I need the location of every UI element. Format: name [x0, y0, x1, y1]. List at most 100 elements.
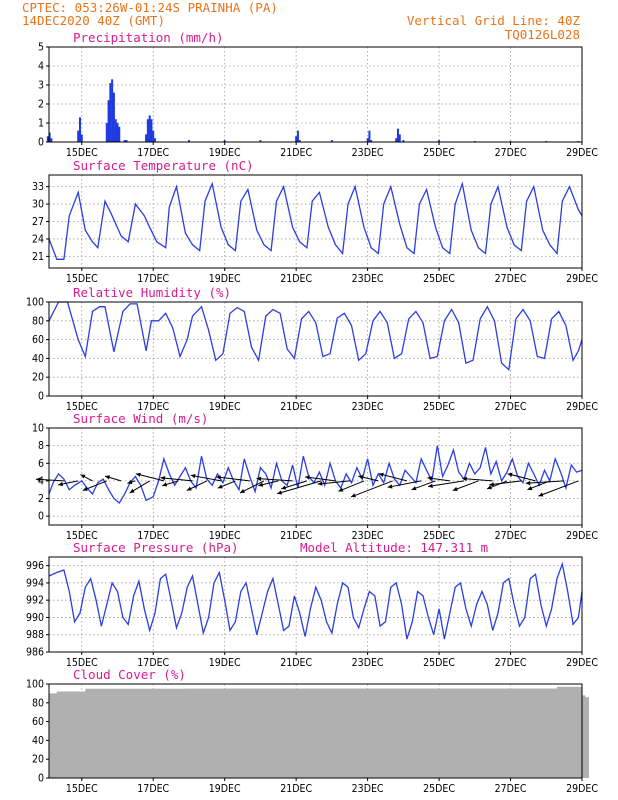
- rh-xtick-label: 21DEC: [280, 401, 312, 413]
- precip-bar: [259, 140, 262, 142]
- pressure-xtick-label: 27DEC: [495, 657, 527, 669]
- precip-xtick-label: 27DEC: [495, 147, 527, 159]
- wind-vector-head: [305, 475, 310, 480]
- wind-vector-head: [162, 482, 168, 487]
- pressure-ytick-label: 988: [26, 629, 44, 641]
- precip-bar: [148, 115, 151, 142]
- wind-vector-head: [487, 485, 492, 490]
- precip-bar: [78, 117, 81, 142]
- wind-ytick-label: 8: [38, 440, 44, 452]
- wind-vector-head: [351, 493, 356, 498]
- cloud-frame: [48, 683, 583, 779]
- wind-vector: [160, 477, 193, 482]
- precip-bar: [80, 134, 83, 142]
- precip-ytick-label: 1: [38, 118, 44, 130]
- wind-xtick-label: 27DEC: [495, 530, 527, 542]
- cloud-xtick-label: 15DEC: [66, 783, 98, 795]
- precip-bar: [295, 136, 298, 142]
- wind-vector-head: [525, 480, 531, 486]
- rh-ytick-label: 100: [26, 297, 44, 309]
- precip-bar: [105, 123, 108, 142]
- wind-vector-head: [317, 481, 323, 486]
- precip-bar: [123, 140, 126, 142]
- temp-xtick-label: 29DEC: [566, 273, 598, 285]
- pressure-line: [48, 561, 583, 640]
- precip-bar: [298, 140, 301, 142]
- pressure-xtick-label: 25DEC: [423, 657, 455, 669]
- cloud-xtick-label: 29DEC: [566, 783, 598, 795]
- pressure-xtick-label: 23DEC: [352, 657, 384, 669]
- rh-ytick-label: 20: [32, 372, 44, 384]
- wind-vector: [538, 480, 579, 497]
- wind-vector-head: [80, 474, 86, 479]
- rh-ytick-label: 0: [38, 391, 44, 403]
- temp-title: Surface Temperature (nC): [73, 158, 254, 173]
- wind-panel: Surface Wind (m/s) 0 2 4 6 8 10 15DEC 17DEC 19DEC…: [32, 411, 598, 542]
- precip-ytick-label: 5: [38, 42, 44, 54]
- cloud-xtick-label: 23DEC: [352, 783, 384, 795]
- rh-xtick-label: 25DEC: [423, 401, 455, 413]
- precip-bar: [152, 130, 155, 142]
- wind-title: Surface Wind (m/s): [73, 411, 208, 426]
- wind-vector: [507, 473, 536, 482]
- precip-bar: [46, 136, 49, 142]
- precip-ytick-label: 2: [38, 99, 44, 111]
- wind-vector: [378, 473, 408, 482]
- wind-vector: [489, 480, 522, 486]
- precip-xtick-label: 19DEC: [209, 147, 241, 159]
- rh-xtick-label: 29DEC: [566, 401, 598, 413]
- precip-bar: [402, 140, 405, 142]
- precip-ytick-label: 3: [38, 80, 44, 92]
- wind-vector: [525, 480, 565, 484]
- rh-title: Relative Humidity (%): [73, 285, 231, 300]
- pressure-ytick-label: 992: [26, 595, 44, 607]
- wind-vector: [350, 480, 393, 498]
- rh-line: [48, 301, 583, 372]
- run-date: 14DEC2020 40Z (GMT): [22, 13, 165, 28]
- temp-xtick-label: 19DEC: [209, 273, 241, 285]
- temp-grid: [49, 175, 583, 268]
- temp-ytick-label: 30: [32, 199, 44, 211]
- precip-xtick-label: 29DEC: [566, 147, 598, 159]
- wind-vectors: [35, 472, 579, 498]
- cloud-xtick-label: 21DEC: [280, 783, 312, 795]
- temp-xtick-label: 27DEC: [495, 273, 527, 285]
- precip-bar: [398, 134, 401, 142]
- wind-vector-head: [186, 486, 192, 491]
- wind-vector-head: [428, 483, 433, 488]
- wind-vector-head: [217, 484, 223, 489]
- precip-title: Precipitation (mm/h): [73, 30, 224, 45]
- precip-data: [46, 79, 580, 142]
- pressure-panel: Surface Pressure (hPa) Model Altitude: 14…: [26, 540, 598, 669]
- header: CPTEC: 053:26W-01:24S PRAINHA (PA) 14DEC…: [22, 0, 580, 42]
- rh-ytick-label: 80: [32, 315, 44, 327]
- wind-vector-head: [256, 476, 262, 481]
- wind-ytick-label: 0: [38, 511, 44, 523]
- wind-vector-head: [338, 487, 344, 492]
- rh-xtick-label: 27DEC: [495, 401, 527, 413]
- rh-frame: [48, 301, 583, 397]
- wind-vector-head: [538, 492, 544, 497]
- wind-vector-head: [82, 486, 88, 491]
- precip-bar: [109, 83, 112, 142]
- wind-vector-head: [507, 472, 513, 477]
- rh-xtick-label: 23DEC: [352, 401, 384, 413]
- precip-bar: [396, 128, 399, 142]
- wind-xtick-label: 23DEC: [352, 530, 384, 542]
- wind-vector-head: [452, 486, 458, 491]
- wind-ytick-label: 2: [38, 493, 44, 505]
- cloud-ytick-label: 100: [26, 679, 44, 691]
- temp-xtick-label: 17DEC: [137, 273, 169, 285]
- wind-vector-head: [527, 486, 533, 491]
- model-run-id: TQ0126L028: [505, 27, 580, 42]
- cloud-xtick-label: 19DEC: [209, 783, 241, 795]
- cloud-xtick-label: 17DEC: [137, 783, 169, 795]
- precip-xtick-label: 21DEC: [280, 147, 312, 159]
- wind-vector: [216, 476, 250, 482]
- cloud-ytick-label: 20: [32, 754, 44, 766]
- wind-vector-head: [358, 475, 364, 480]
- wind-vector-head: [387, 484, 393, 489]
- precip-bar: [395, 138, 398, 142]
- rh-data: [48, 301, 583, 372]
